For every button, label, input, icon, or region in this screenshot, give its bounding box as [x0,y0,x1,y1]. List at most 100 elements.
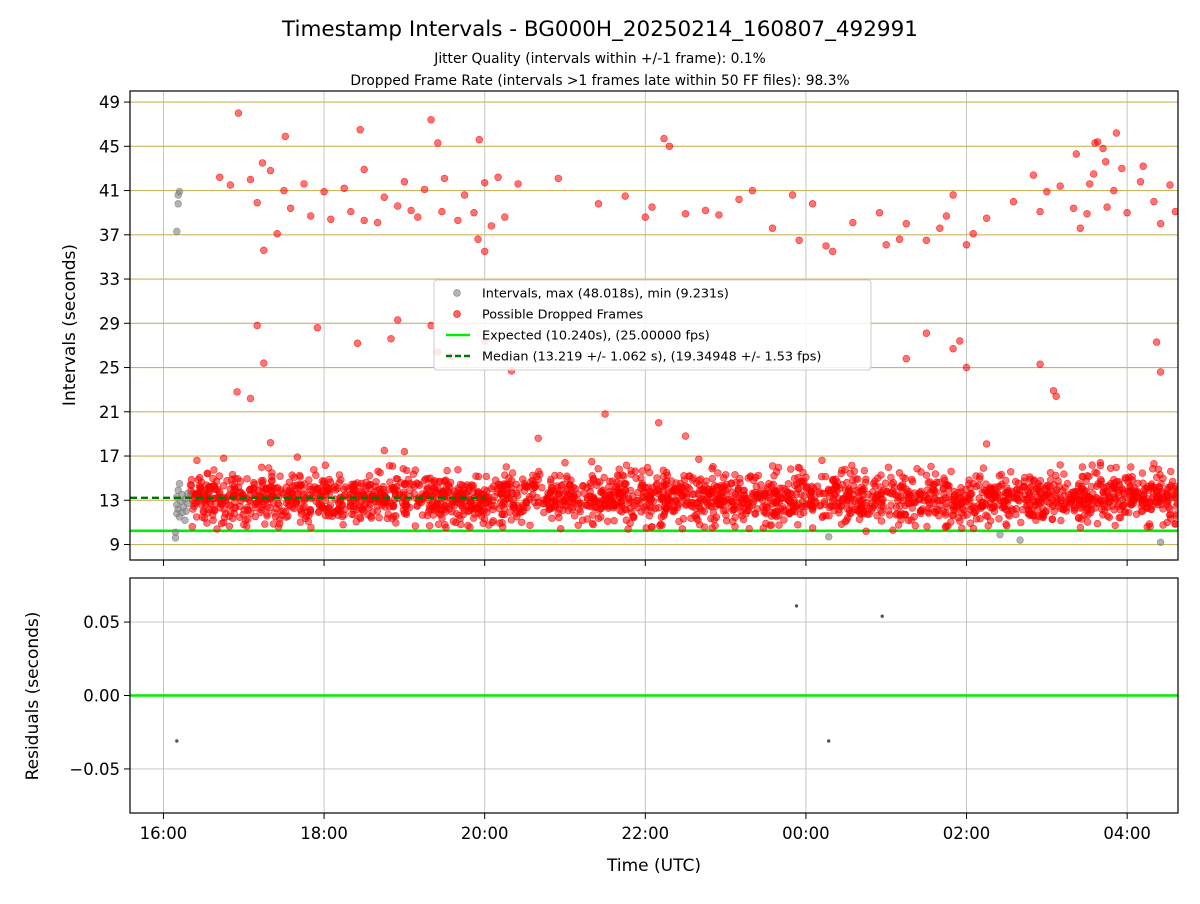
dropped-band-point-2277 [190,502,198,510]
dropped-point-122 [601,410,609,418]
dropped-point-86 [1043,188,1051,196]
dropped-band-point-2175 [685,472,694,480]
dropped-point-129 [380,446,388,455]
dropped-band-point-2321 [793,480,801,488]
dropped-band-point-1813 [366,484,374,493]
dropped-point-76 [922,236,931,245]
dropped-band-point-2314 [290,504,298,513]
dropped-band-point-1338 [947,467,955,476]
dropped-point-145 [708,524,716,532]
dropped-band-point-2194 [626,486,635,495]
dropped-band-point-2191 [457,520,465,529]
interval-point-21 [173,227,181,236]
dropped-band-point-2085 [1094,495,1102,503]
dropped-band-point-2257 [609,501,618,509]
dropped-band-point-1063 [402,466,411,475]
dropped-band-point-2082 [246,485,254,494]
dropped-band-point-1457 [659,466,667,474]
dropped-point-66 [788,191,797,199]
dropped-band-point-746 [244,515,252,523]
dropped-band-point-1674 [197,484,205,492]
dropped-point-130 [293,453,301,461]
dropped-point-48 [501,213,509,221]
dropped-point-126 [982,440,991,448]
dropped-band-point-1817 [670,484,679,492]
dropped-band-point-1915 [1089,490,1097,498]
dropped-band-point-2199 [1164,486,1172,494]
dropped-band-point-2332 [719,506,727,515]
dropped-point-82 [982,214,991,222]
intervals-ytick-label-0: 9 [110,536,121,555]
dropped-band-point-1788 [829,475,837,484]
legend-items: Intervals, max (48.018s), min (9.231s) Po… [446,287,821,365]
dropped-band-point-2284 [284,512,292,520]
dropped-band-point-2352 [479,508,487,516]
dropped-point-90 [1083,210,1091,218]
dropped-band-point-2388 [770,472,778,480]
dropped-band-point-1801 [547,488,555,496]
dropped-band-point-2196 [282,483,291,491]
dropped-band-point-1434 [388,462,397,470]
dropped-band-point-2330 [873,497,881,505]
dropped-band-point-2207 [877,471,885,479]
dropped-band-point-2083 [589,476,598,484]
dropped-band-point-966 [269,520,278,528]
dropped-band-point-868 [339,520,347,529]
dropped-point-141 [220,518,228,527]
dropped-band-point-2206 [401,498,410,506]
dropped-band-point-2093 [379,485,387,494]
x-tick-label-3: 22:00 [622,824,670,843]
dropped-band-point-1640 [305,476,313,484]
dropped-band-point-1514 [958,524,966,532]
dropped-band-point-1787 [567,476,575,484]
dropped-band-point-2114 [878,509,886,517]
dropped-point-59 [648,203,656,211]
dropped-band-point-1462 [579,482,587,490]
dropped-band-point-2392 [765,480,773,488]
dropped-point-27 [360,165,368,174]
dropped-band-point-1435 [1099,488,1107,497]
dropped-band-point-1566 [499,523,507,531]
dropped-band-point-2290 [201,498,209,507]
residuals-points [175,604,884,743]
dropped-band-point-2250 [901,474,909,483]
dropped-band-point-2289 [418,511,427,519]
dropped-point-3 [427,116,435,124]
dropped-band-point-2182 [225,522,234,530]
dropped-band-point-906 [501,471,509,479]
interval-point-1 [171,528,180,536]
dropped-band-point-2096 [606,477,614,486]
interval-point-7 [175,480,184,488]
dropped-band-point-2106 [695,481,704,489]
dropped-band-point-2039 [1116,513,1125,522]
intervals-ytick-label-8: 41 [99,182,120,201]
dropped-band-point-2324 [1158,489,1167,497]
dropped-band-point-1854 [203,509,212,517]
chart-title: Timestamp Intervals - BG000H_20250214_16… [281,17,918,42]
dropped-point-34 [494,173,502,182]
dropped-band-point-889 [676,479,685,488]
residuals-y-axis-label: Residuals (seconds) [23,612,43,781]
legend-marker-0 [453,289,461,297]
dropped-point-139 [1096,459,1105,467]
dropped-band-point-2370 [729,517,737,526]
dropped-band-point-1340 [877,517,886,525]
dropped-band-point-2337 [744,474,752,482]
dropped-point-109 [949,345,957,353]
dropped-band-point-2056 [904,499,912,508]
dropped-point-61 [701,206,710,215]
dropped-band-point-2372 [630,501,638,510]
dropped-band-point-2334 [714,490,722,499]
dropped-band-point-1226 [547,478,555,486]
dropped-band-point-1935 [708,465,716,473]
dropped-band-point-180 [700,523,709,531]
dropped-point-17 [1089,170,1098,178]
dropped-band-point-927 [754,471,762,480]
dropped-band-point-1758 [800,492,808,500]
dropped-band-point-1989 [221,509,230,518]
dropped-band-point-2216 [434,484,442,492]
dropped-point-22 [216,173,224,182]
dropped-band-point-626 [862,475,870,483]
dropped-band-point-2276 [266,503,274,512]
